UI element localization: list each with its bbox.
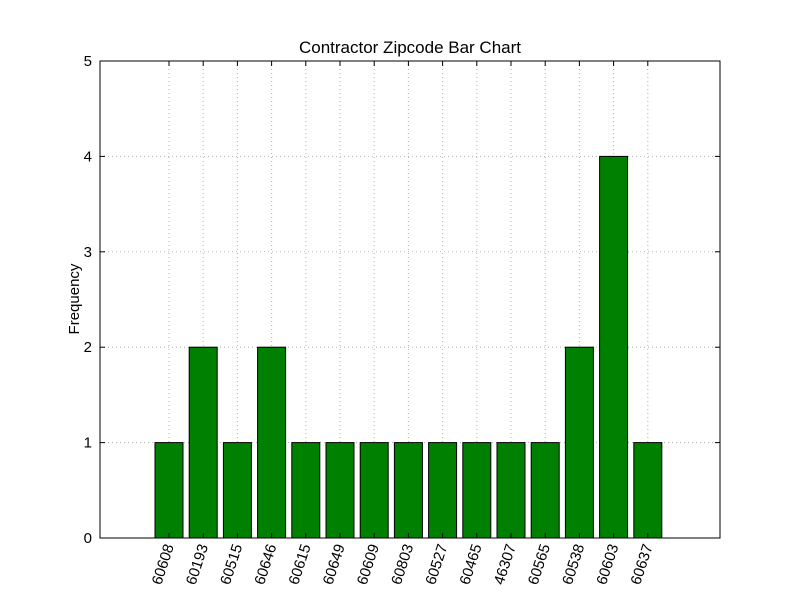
bar-60527 (428, 442, 458, 539)
y-tick-label: 1 (84, 435, 92, 452)
bar-60538 (564, 346, 594, 539)
bar-60637 (633, 442, 663, 539)
plot-frame (99, 60, 721, 539)
bar-60608 (154, 442, 184, 539)
bar-60803 (393, 442, 423, 539)
y-tick-label: 0 (84, 530, 92, 547)
y-axis-label: Frequency (66, 263, 83, 334)
y-tick-labels: 0 1 2 3 4 5 (84, 53, 92, 547)
bar-46307 (496, 442, 526, 539)
bar-60646 (257, 346, 287, 539)
bar-60565 (530, 442, 560, 539)
y-tick-label: 4 (84, 148, 92, 165)
chart-title: Contractor Zipcode Bar Chart (299, 38, 521, 57)
y-tick-label: 3 (84, 244, 92, 261)
y-tick-label: 2 (84, 339, 92, 356)
ticks (100, 60, 720, 539)
y-tick-label: 5 (84, 53, 92, 70)
bar-60603 (599, 155, 629, 539)
bar-60609 (359, 442, 389, 539)
bars (154, 155, 663, 539)
bar-60649 (325, 442, 355, 539)
bar-60465 (462, 442, 492, 539)
bar-60515 (222, 442, 252, 539)
bar-60193 (188, 346, 218, 539)
bar-60615 (291, 442, 321, 539)
